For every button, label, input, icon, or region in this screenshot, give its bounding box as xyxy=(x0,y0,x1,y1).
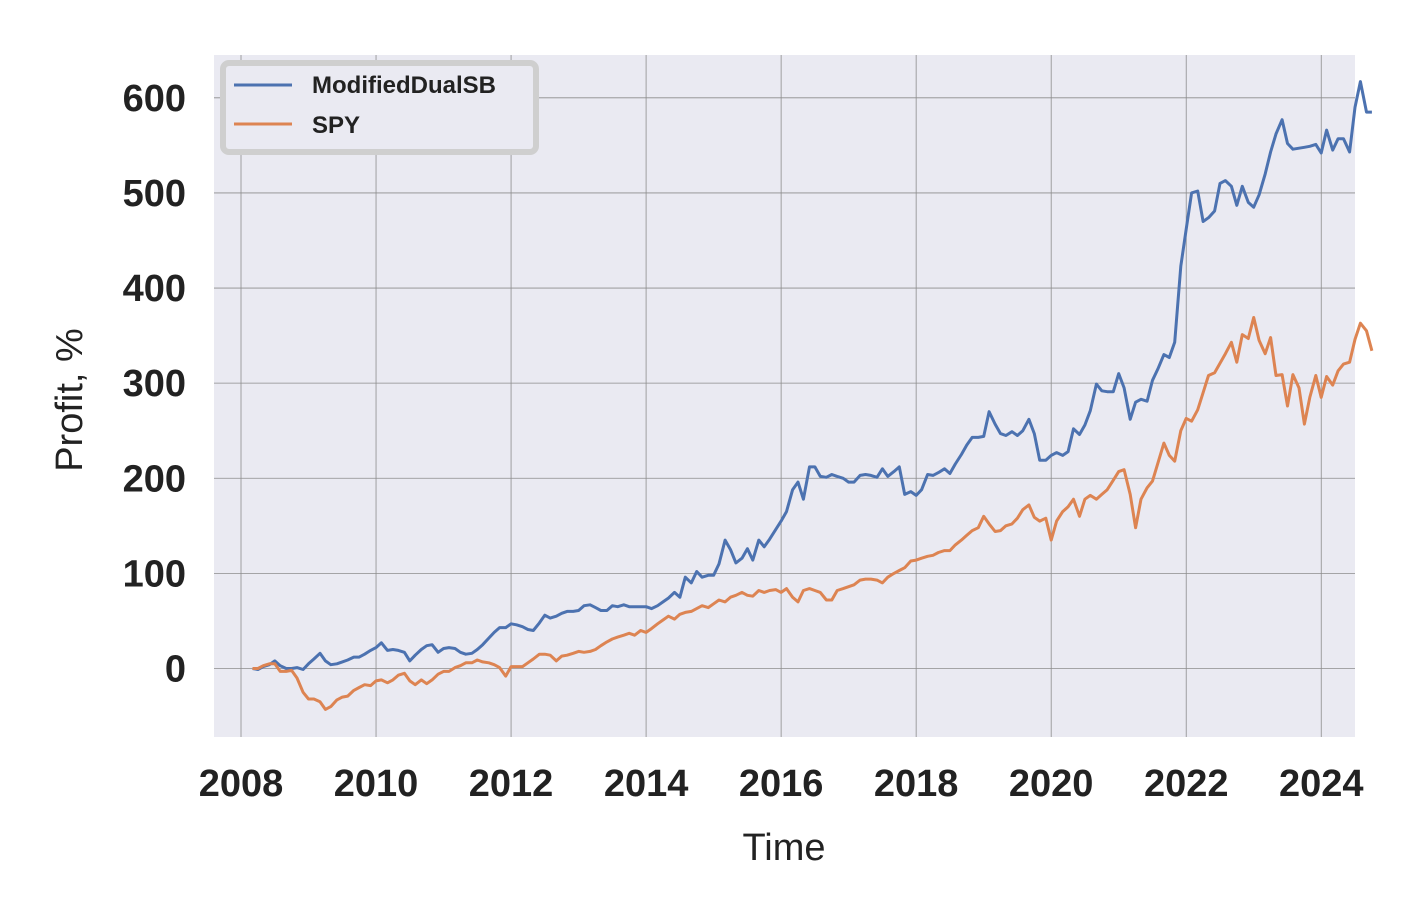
x-tick-label: 2014 xyxy=(604,763,689,805)
y-tick-label: 500 xyxy=(123,173,186,215)
y-tick-label: 100 xyxy=(123,553,186,595)
y-tick-label: 0 xyxy=(165,649,186,691)
x-tick-label: 2020 xyxy=(1009,763,1094,805)
x-tick-labels: 2008 2010 2012 2014 2016 2018 2020 2022 2024 xyxy=(199,763,1364,805)
x-axis-title: Time xyxy=(742,827,825,869)
x-tick-label: 2022 xyxy=(1144,763,1229,805)
x-tick-label: 2008 xyxy=(199,763,284,805)
x-tick-label: 2012 xyxy=(469,763,554,805)
grid-lines xyxy=(214,55,1355,737)
y-axis-title: Profit, % xyxy=(49,328,91,472)
y-tick-label: 600 xyxy=(123,78,186,120)
plot-background xyxy=(214,55,1355,737)
series-lines xyxy=(252,80,1374,711)
legend-label-modifieddualsb: ModifiedDualSB xyxy=(312,72,496,99)
series-line-modifieddualsb xyxy=(252,80,1372,671)
legend-label-spy: SPY xyxy=(312,112,360,139)
x-tick-label: 2024 xyxy=(1279,763,1364,805)
legend-box xyxy=(220,60,539,155)
legend: ModifiedDualSB SPY xyxy=(220,60,539,155)
y-tick-labels: 0 100 200 300 400 500 600 xyxy=(123,78,186,691)
series-line-spy xyxy=(252,316,1374,711)
y-tick-label: 200 xyxy=(123,458,186,500)
x-tick-label: 2016 xyxy=(739,763,824,805)
x-tick-label: 2010 xyxy=(334,763,419,805)
y-tick-label: 300 xyxy=(123,363,186,405)
y-tick-label: 400 xyxy=(123,268,186,310)
x-tick-label: 2018 xyxy=(874,763,959,805)
